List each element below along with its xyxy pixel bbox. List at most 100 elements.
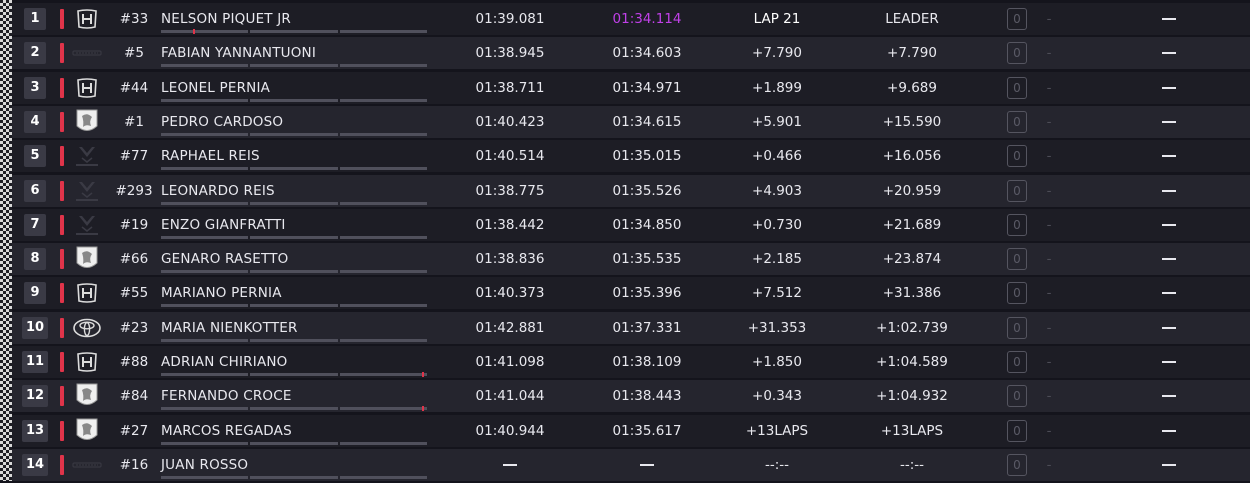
standings-row[interactable]: 5 #77 RAPHAEL REIS 01:40.514 01:35.015 +0.466…	[12, 140, 1250, 175]
peugeot-logo	[72, 246, 102, 272]
dash-mark	[503, 463, 517, 466]
gap-to-leader: +0.343	[752, 388, 802, 405]
pit-stop-count-box: 0	[1007, 42, 1027, 65]
position-badge: 13	[22, 419, 48, 442]
dash-mark	[1162, 52, 1176, 55]
gap-to-leader: --:--	[764, 456, 790, 473]
last-lap-time: 01:41.044	[475, 388, 545, 405]
pit-info: -	[1046, 422, 1052, 439]
status-indicator	[1157, 449, 1181, 481]
status-indicator	[1157, 209, 1181, 241]
sector-segment	[161, 30, 249, 33]
sector-progress-bar	[161, 304, 427, 308]
pit-info: -	[1046, 45, 1052, 62]
progress-marker	[422, 406, 425, 412]
standings-row[interactable]: 2 #5 FABIAN YANNANTUONI 01:38.945 01:34.603 +…	[12, 37, 1250, 72]
driver-color-bar	[60, 146, 64, 167]
standings-row[interactable]: 7 #19 ENZO GIANFRATTI 01:38.442 01:34.850 +0.…	[12, 208, 1250, 243]
pit-info: -	[1046, 216, 1052, 233]
last-lap-time: 01:42.881	[475, 319, 545, 336]
standings-row[interactable]: 11 #88 ADRIAN CHIRIANO 01:41.098 01:38.109 +1…	[12, 346, 1250, 380]
interval: +9.689	[887, 79, 937, 96]
pit-stop-count-box: 0	[1007, 213, 1027, 236]
sector-segment	[161, 132, 249, 136]
sector-progress-bar	[161, 201, 427, 205]
sector-segment	[250, 98, 338, 102]
sector-progress-bar	[161, 338, 427, 342]
status-indicator	[1157, 37, 1181, 69]
pit-stop-count-box: 0	[1007, 110, 1027, 133]
last-lap-time: 01:39.081	[475, 11, 545, 27]
pit-stop-count-box: 0	[1007, 351, 1027, 373]
pit-stop-count-box: 0	[1007, 385, 1027, 408]
standings-row[interactable]: 4 #1 PEDRO CARDOSO 01:40.423 01:34.615 +5.901…	[12, 105, 1250, 140]
sector-segment	[250, 304, 338, 308]
sector-segment	[250, 132, 338, 136]
gap-to-leader: +1.899	[752, 79, 802, 96]
interval: +1:02.739	[876, 319, 948, 336]
driver-color-bar	[60, 180, 64, 201]
best-lap-time: 01:35.535	[612, 251, 682, 268]
position-badge: 10	[22, 316, 48, 339]
last-lap-time: 01:40.514	[475, 148, 545, 165]
gap-to-leader: LAP 21	[753, 11, 801, 27]
car-number: #66	[119, 251, 149, 268]
car-number: #19	[119, 216, 149, 233]
sector-segment	[339, 373, 427, 376]
pit-stop-count-box: 0	[1007, 179, 1027, 202]
interval: +21.689	[882, 216, 942, 233]
interval: +20.959	[882, 182, 942, 199]
dash-mark	[1162, 395, 1176, 398]
standings-row[interactable]: 13 #27 MARCOS REGADAS 01:40.944 01:35.617 +13…	[12, 414, 1250, 449]
status-indicator	[1157, 175, 1181, 207]
pit-info: -	[1046, 456, 1052, 473]
driver-color-bar	[60, 214, 64, 235]
standings-row[interactable]: 10 #23 MARIA NIENKOTTER 01:42.881 01:37.331 +…	[12, 311, 1250, 346]
sector-segment	[250, 235, 338, 239]
last-lap-time: 01:38.442	[475, 216, 545, 233]
standings-row[interactable]: 1 #33 NELSON PIQUET JR 01:39.081 01:34.114 LA…	[12, 3, 1250, 37]
last-lap-time: 01:40.423	[475, 113, 545, 130]
best-lap-time: 01:35.617	[612, 422, 682, 439]
pit-stop-count-box: 0	[1007, 453, 1027, 476]
car-number: #5	[124, 45, 144, 62]
standings-row[interactable]: 3 #44 LEONEL PERNIA 01:38.711 01:34.971 +1.89…	[12, 71, 1250, 106]
sector-progress-bar	[161, 441, 427, 445]
dash-mark	[1162, 429, 1176, 432]
pit-stop-count-box: 0	[1007, 316, 1027, 339]
standings-row[interactable]: 8 #66 GENARO RASETTO 01:38.836 01:35.535 +2.1…	[12, 243, 1250, 278]
last-lap-time: 01:38.775	[475, 182, 545, 199]
sector-segment	[161, 441, 249, 445]
checkered-flag-strip	[0, 0, 12, 481]
sector-progress-bar	[161, 270, 427, 274]
standings-row[interactable]: 6 #293 LEONARDO REIS 01:38.775 01:35.526 +4.9…	[12, 174, 1250, 209]
sector-segment	[339, 475, 427, 479]
pit-stop-count-box: 0	[1007, 282, 1027, 305]
standings-row[interactable]: 9 #55 MARIANO PERNIA 01:40.373 01:35.396 +7.5…	[12, 277, 1250, 312]
progress-marker	[192, 29, 195, 34]
standings-row[interactable]: 12 #84 FERNANDO CROCE 01:41.044 01:38.443 +0.…	[12, 380, 1250, 415]
interval: +16.056	[882, 148, 942, 165]
interval: +1:04.589	[876, 354, 948, 370]
position-badge: 1	[24, 8, 46, 30]
status-indicator	[1157, 415, 1181, 447]
sector-segment	[339, 132, 427, 136]
sector-segment	[250, 30, 338, 33]
cupra-logo	[72, 178, 102, 204]
dash-mark	[1162, 258, 1176, 261]
sector-segment	[339, 167, 427, 171]
position-badge: 5	[24, 145, 46, 168]
sector-segment	[250, 270, 338, 274]
gap-to-leader: +0.466	[752, 148, 802, 165]
pit-stop-count-box: 0	[1007, 248, 1027, 271]
last-lap-time: 01:38.836	[475, 251, 545, 268]
sector-segment	[250, 201, 338, 205]
gap-to-leader: +4.903	[752, 182, 802, 199]
standings-row[interactable]: 14 #16 JUAN ROSSO --:-- --:-- 0 -	[12, 448, 1250, 483]
honda-logo	[72, 349, 102, 375]
pit-info: -	[1046, 11, 1052, 27]
gap-to-leader: +31.353	[747, 319, 807, 336]
driver-name: PEDRO CARDOSO	[161, 113, 284, 130]
last-lap-time: 01:38.945	[475, 45, 545, 62]
